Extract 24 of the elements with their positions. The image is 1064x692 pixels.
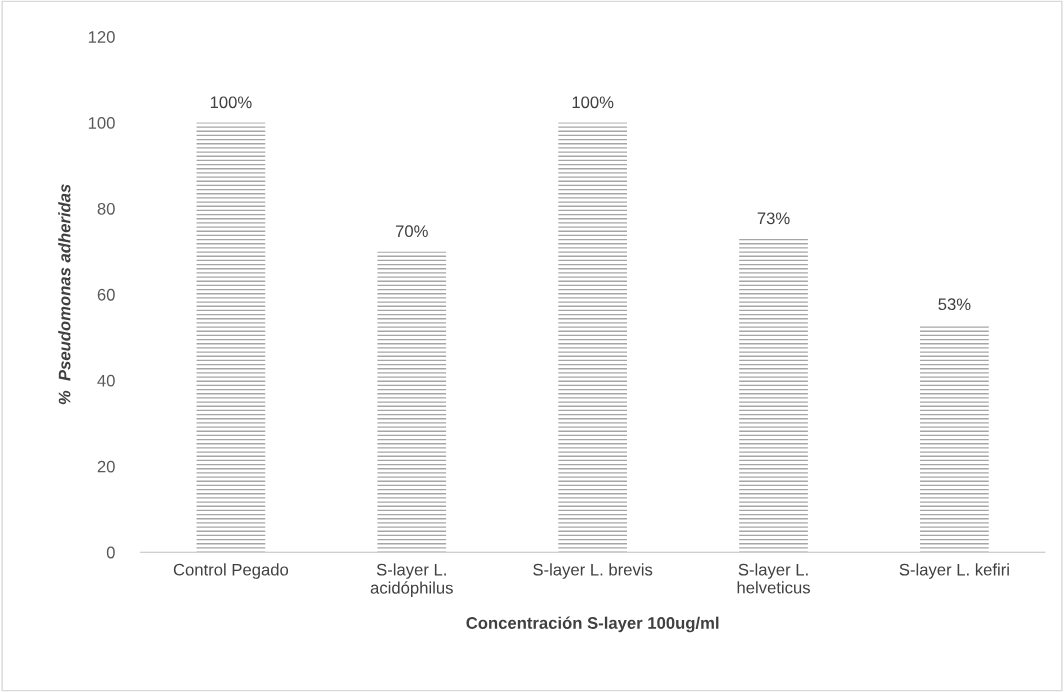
bar bbox=[377, 251, 447, 553]
y-tick-label: 80 bbox=[97, 202, 115, 215]
data-label: 100% bbox=[210, 96, 252, 109]
data-label: 70% bbox=[395, 225, 428, 238]
x-tick-label: Control Pegado bbox=[173, 563, 289, 579]
bar bbox=[920, 324, 989, 553]
y-axis-title: % Pseudomonas adheridas bbox=[58, 184, 71, 405]
x-tick-label: S-layer L. acidóphilus bbox=[370, 563, 453, 598]
y-tick-label: 20 bbox=[97, 460, 115, 473]
y-tick-label: 40 bbox=[97, 374, 115, 387]
data-label: 53% bbox=[938, 298, 971, 311]
x-axis-title: Concentración S-layer 100ug/ml bbox=[466, 616, 719, 633]
bar bbox=[558, 122, 628, 553]
data-label: 73% bbox=[757, 212, 790, 225]
x-tick-label: S-layer L. kefiri bbox=[899, 563, 1009, 579]
bar bbox=[196, 122, 266, 553]
y-tick-label: 60 bbox=[97, 288, 115, 301]
x-tick-label: S-layer L. helveticus bbox=[737, 563, 810, 594]
y-tick-label: 0 bbox=[106, 546, 115, 559]
y-tick-label: 100 bbox=[88, 117, 115, 129]
data-label: 100% bbox=[572, 96, 614, 109]
x-tick-label: S-layer L. brevis bbox=[533, 563, 653, 579]
y-tick-label: 120 bbox=[88, 31, 115, 43]
bar bbox=[739, 238, 808, 553]
